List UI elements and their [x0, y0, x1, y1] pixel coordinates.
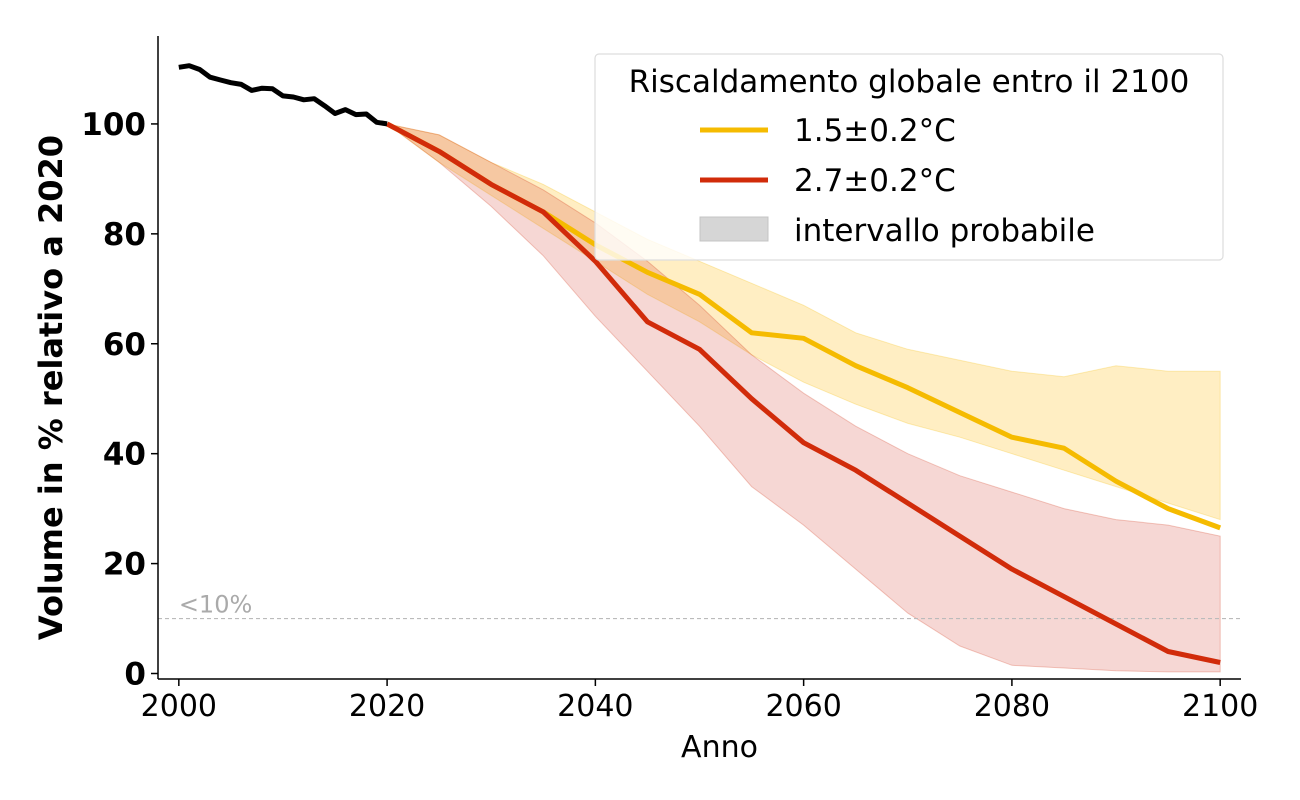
x-tick-label: 2040: [557, 689, 633, 724]
x-tick-label: 2080: [974, 689, 1050, 724]
legend-title: Riscaldamento globale entro il 2100: [629, 64, 1190, 100]
legend-label-2: 2.7±0.2°C: [794, 163, 956, 199]
legend: Riscaldamento globale entro il 2100 1.5±0…: [594, 53, 1224, 261]
x-tick-label: 2100: [1182, 689, 1258, 724]
x-tick-label: 2020: [349, 689, 425, 724]
threshold-label: <10%: [179, 591, 252, 619]
series-line-2: [385, 121, 1221, 665]
legend-box: [594, 53, 1224, 261]
legend-label-1: 1.5±0.2°C: [794, 113, 956, 149]
x-tick-label: 2000: [141, 689, 217, 724]
y-tick-label: 40: [103, 437, 146, 473]
y-tick-label: 20: [103, 547, 146, 583]
y-tick-label: 80: [103, 217, 146, 253]
axes: 2000 2020 2040 2060 2080 2100020406080100Anno…: [32, 36, 1258, 765]
legend-swatch-range: [699, 216, 769, 242]
y-tick-label: 0: [124, 657, 146, 693]
x-tick-label: 2060: [765, 689, 841, 724]
y-tick-label: 100: [81, 107, 146, 143]
series-lines: [178, 63, 1222, 665]
legend-label-range: intervallo probabile: [794, 213, 1095, 249]
y-tick-label: 60: [103, 327, 146, 363]
y-axis-label: Volume in % relativo a 2020: [32, 135, 70, 640]
threshold-line: <10%: [158, 591, 1241, 620]
x-axis-label: Anno: [681, 730, 758, 765]
historical-line: [178, 63, 388, 127]
